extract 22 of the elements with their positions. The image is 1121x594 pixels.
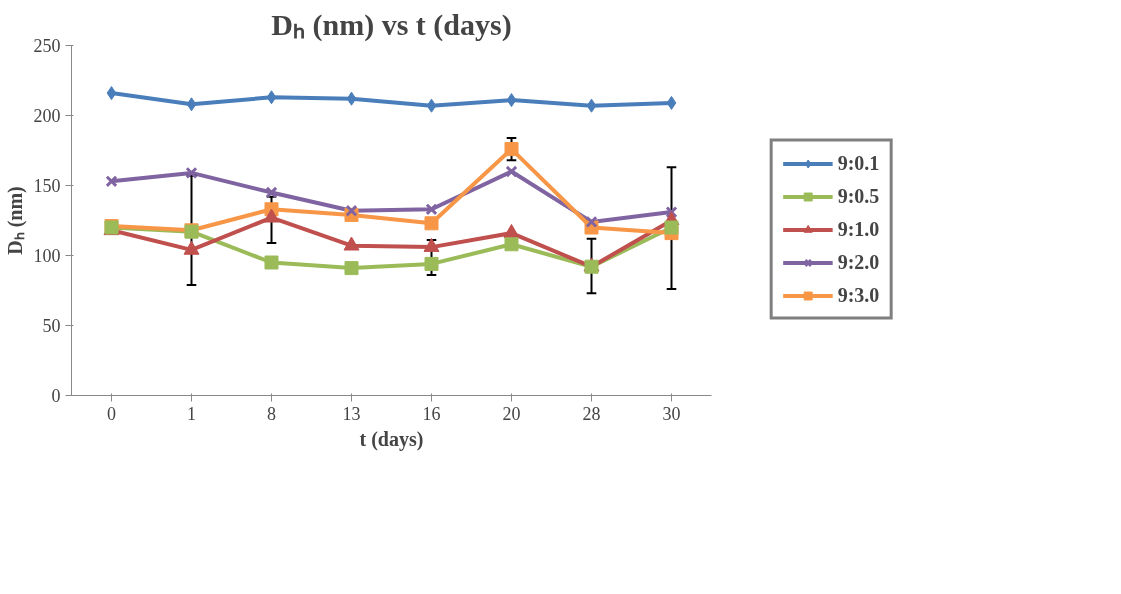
- legend-label: 9:3.0: [837, 283, 880, 307]
- legend-label: 9:1.0: [837, 217, 880, 241]
- chart-title: Dₕ (nm) vs t (days): [271, 7, 512, 42]
- x-tick-label: 0: [107, 403, 116, 424]
- y-tick-label: 0: [51, 386, 61, 406]
- y-tick-label: 200: [33, 106, 61, 126]
- x-tick-label: 13: [342, 403, 361, 424]
- y-tick-label: 100: [33, 246, 61, 266]
- x-tick-label: 20: [502, 403, 521, 424]
- x-axis-title: t (days): [359, 427, 424, 451]
- x-tick-label: 8: [267, 403, 276, 424]
- y-tick-label: 150: [33, 176, 61, 196]
- y-tick-label: 50: [42, 316, 61, 336]
- x-tick-label: 28: [582, 403, 601, 424]
- x-tick-label: 16: [422, 403, 441, 424]
- legend-label: 9:0.1: [837, 151, 880, 175]
- x-tick-label: 1: [187, 403, 196, 424]
- legend-label: 9:2.0: [837, 250, 880, 274]
- x-tick-label: 30: [662, 403, 681, 424]
- y-axis-title: Dₕ (nm): [3, 186, 27, 255]
- y-tick-label: 250: [33, 36, 61, 56]
- legend-label: 9:0.5: [837, 184, 880, 208]
